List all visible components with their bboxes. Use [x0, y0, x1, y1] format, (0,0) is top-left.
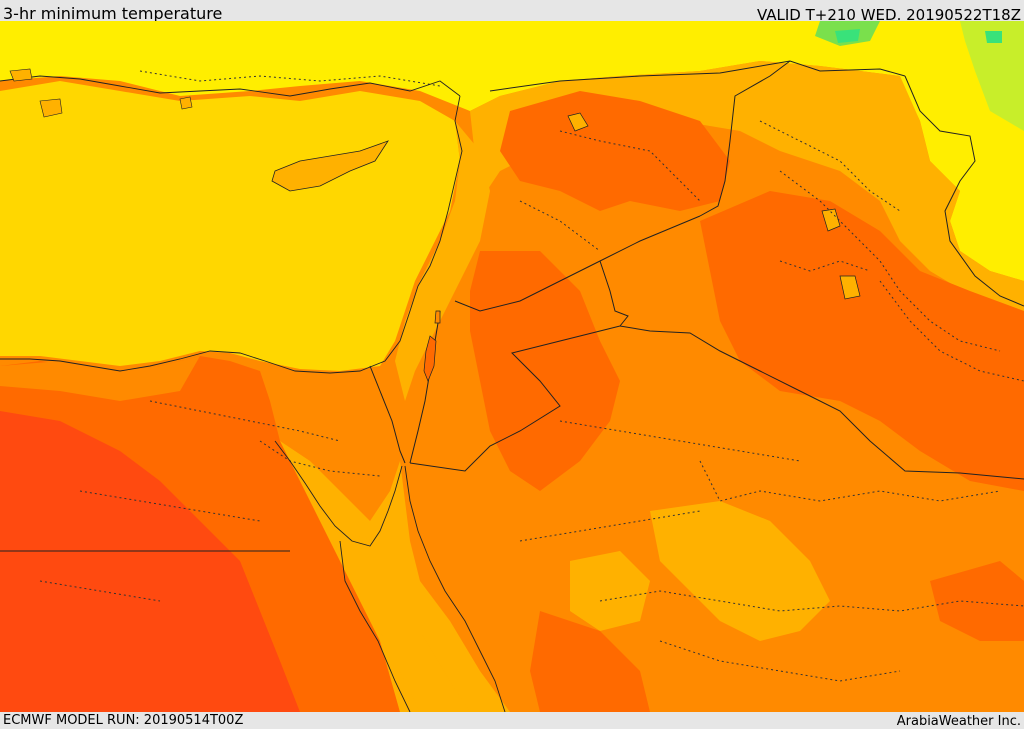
bright-green-patch	[835, 29, 860, 43]
coastlines	[0, 75, 506, 712]
red-sea-water	[340, 531, 470, 712]
map-title: 3-hr minimum temperature	[3, 4, 223, 23]
mediterranean-sea	[0, 81, 460, 371]
country-borders	[0, 60, 1024, 552]
levant-gold-strip	[395, 121, 490, 401]
north-yellow-band	[0, 21, 1024, 111]
egypt-red-zone	[0, 411, 300, 712]
gulf-dark-patch	[930, 561, 1024, 641]
jordan-dark-orange-zone	[470, 251, 620, 491]
sea-of-galilee	[434, 310, 441, 324]
model-run-label: ECMWF MODEL RUN: 20190514T00Z	[3, 713, 244, 728]
arabia-gold-patch-1	[650, 501, 830, 641]
arabia-gold-patch-2	[570, 551, 650, 631]
footer-bar: ECMWF MODEL RUN: 20190514T00Z ArabiaWeat…	[0, 712, 1024, 729]
syria-dark-orange-zone	[500, 91, 730, 211]
dead-sea	[423, 335, 437, 382]
red-sea-gold-strip	[280, 441, 510, 712]
map-canvas	[0, 21, 1024, 712]
iraq-dark-orange-zone	[700, 191, 1024, 491]
internal-borders	[39, 70, 1024, 682]
arabia-dark-patch-south	[530, 611, 650, 712]
valid-time-label: VALID T+210 WED. 20190522T18Z	[756, 6, 1021, 24]
egypt-coast-orange	[0, 356, 200, 401]
yellow-green-patch-east	[960, 21, 1024, 131]
lake-razazza	[839, 275, 861, 300]
cyprus-island	[271, 140, 389, 192]
header-bar: 3-hr minimum temperature VALID T+210 WED…	[0, 0, 1024, 24]
aegean-islands	[9, 68, 193, 118]
bright-green-spot-east	[985, 31, 1002, 43]
lake-tharthar	[821, 208, 841, 232]
credit-label: ArabiaWeather Inc.	[896, 714, 1021, 729]
temperature-map	[0, 21, 1024, 712]
lake-assad	[567, 112, 589, 132]
